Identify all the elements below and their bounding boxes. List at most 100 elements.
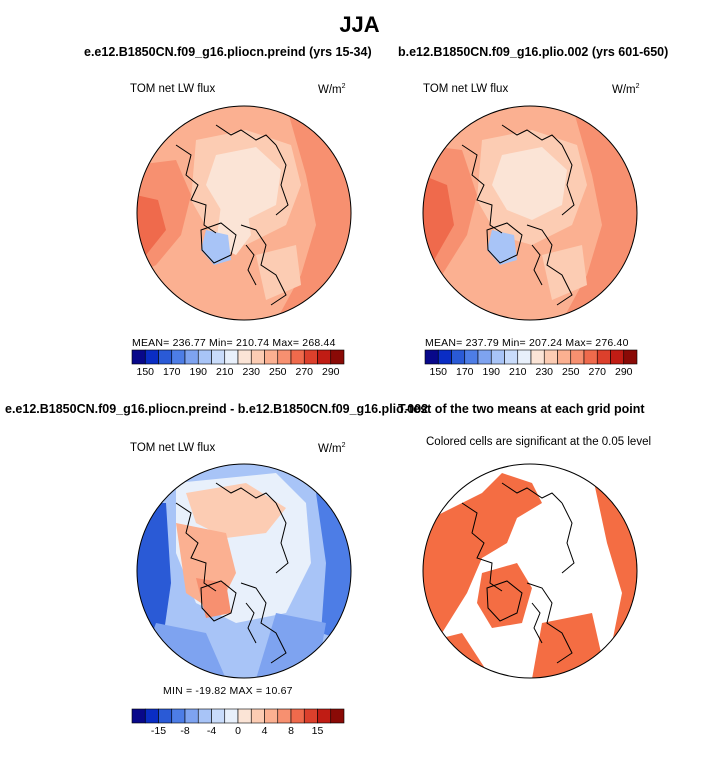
coastline-east-siberia — [561, 502, 575, 574]
colorbar-box — [610, 349, 625, 365]
colorbar-ticks-bottom-left: -15 -8 -4 0 4 8 15 — [132, 725, 344, 739]
coastlines — [175, 482, 289, 664]
variable-label-bottom-left: TOM net LW flux — [130, 442, 216, 454]
colorbar-box — [437, 349, 452, 365]
colorbar-ticks-top-left: 150 170 190 210 230 250 270 290 — [132, 366, 344, 380]
colorbar-tick-label: 230 — [535, 366, 554, 378]
map-top-left — [136, 105, 352, 321]
colorbar-tick-label: 250 — [561, 366, 580, 378]
colorbar-tick-label: 290 — [614, 366, 633, 378]
colorbar-tick-label: 15 — [311, 725, 324, 737]
coastline-europe — [461, 502, 503, 592]
colorbar-box — [530, 349, 545, 365]
coastline-east-siberia — [561, 144, 575, 216]
coastline-greenland — [200, 580, 237, 622]
coastline-greenland — [486, 222, 523, 264]
coastline-canada — [526, 224, 573, 306]
field-region-warm-north — [186, 483, 286, 538]
colorbar-tick-label: -4 — [206, 725, 217, 737]
colorbar-box — [158, 708, 173, 724]
panel-title-top-left: e.e12.B1850CN.f09_g16.pliocn.preind (yrs… — [84, 45, 372, 59]
colorbar-tick-label: 270 — [295, 366, 314, 378]
colorbar-tick-label: 210 — [215, 366, 234, 378]
panel-title-top-right: b.e12.B1850CN.f09_g16.plio.002 (yrs 601-… — [398, 45, 669, 59]
coastlines — [461, 124, 575, 306]
colorbar-box — [303, 708, 318, 724]
coastline-east-siberia — [275, 502, 289, 574]
map-border — [136, 463, 352, 679]
colorbar-box — [144, 708, 159, 724]
panel-title-bottom-right: T-test of the two means at each grid poi… — [398, 402, 645, 416]
field-region-hot-atlantic — [423, 175, 454, 265]
coastline-canada — [240, 224, 287, 306]
colorbar-box — [224, 708, 239, 724]
coastline-greenland — [200, 222, 237, 264]
colorbar-box — [211, 349, 226, 365]
map-bottom-right — [422, 463, 638, 679]
colorbar-bottom-left — [131, 708, 345, 724]
colorbar-box — [250, 349, 265, 365]
colorbar-box — [303, 349, 318, 365]
field-region-cold-greenland — [487, 230, 517, 265]
field-region-cold-greenland — [201, 230, 231, 265]
map-border — [422, 463, 638, 679]
colorbar-box — [224, 349, 239, 365]
panel-title-bottom-left: e.e12.B1850CN.f09_g16.pliocn.preind - b.… — [5, 402, 429, 416]
coastline-europe — [175, 144, 217, 234]
coastline-europe — [175, 502, 217, 592]
coastline-east-siberia — [275, 144, 289, 216]
coastlines — [461, 482, 575, 664]
colorbar-box — [237, 349, 252, 365]
colorbar-box — [131, 708, 146, 724]
colorbar-box — [596, 349, 611, 365]
units-label-bottom-left: W/m2 — [318, 442, 346, 455]
colorbar-box — [290, 708, 305, 724]
significance-note: Colored cells are significant at the 0.0… — [426, 436, 652, 448]
colorbar-box — [171, 708, 186, 724]
map-bottom-left — [136, 463, 352, 679]
colorbar-ticks-top-right: 150 170 190 210 230 250 270 290 — [425, 366, 637, 380]
colorbar-tick-label: 210 — [508, 366, 527, 378]
coastline-hudson — [245, 602, 257, 644]
colorbar-tick-label: 150 — [429, 366, 448, 378]
coastlines — [175, 124, 289, 306]
colorbar-tick-label: 8 — [288, 725, 294, 737]
colorbar-box — [264, 708, 279, 724]
colorbar-tick-label: 170 — [455, 366, 474, 378]
colorbar-box — [464, 349, 479, 365]
coastline-greenland — [486, 580, 523, 622]
coastline-siberia — [215, 482, 277, 504]
colorbar-tick-label: 270 — [588, 366, 607, 378]
colorbar-tick-label: 150 — [136, 366, 155, 378]
coastline-canada — [240, 582, 287, 664]
coastline-siberia — [215, 124, 277, 146]
coastline-hudson — [245, 244, 257, 286]
field-region-north-america — [542, 245, 587, 300]
colorbar-box — [211, 708, 226, 724]
map-border — [422, 105, 638, 321]
colorbar-box — [557, 349, 572, 365]
colorbar-box — [583, 349, 598, 365]
colorbar-box — [290, 349, 305, 365]
map-border — [136, 105, 352, 321]
colorbar-top-right — [424, 349, 638, 365]
colorbar-box — [264, 349, 279, 365]
variable-label-top-left: TOM net LW flux — [130, 83, 216, 95]
map-top-right — [422, 105, 638, 321]
colorbar-box — [517, 349, 532, 365]
coastline-hudson — [531, 602, 543, 644]
field-region-warm-pacific — [562, 106, 637, 320]
colorbar-tick-label: -8 — [180, 725, 190, 737]
stats-top-right: MEAN= 237.79 Min= 207.24 Max= 276.40 — [425, 337, 629, 349]
colorbar-box — [330, 708, 345, 724]
colorbar-top-left — [131, 349, 345, 365]
colorbar-box — [317, 349, 332, 365]
field-region-arctic-core — [206, 147, 281, 220]
colorbar-box — [504, 349, 519, 365]
colorbar-box — [424, 349, 439, 365]
field-region-warm-pacific — [276, 106, 351, 320]
colorbar-box — [197, 349, 212, 365]
colorbar-box — [330, 349, 345, 365]
colorbar-box — [543, 349, 558, 365]
coastline-canada — [526, 582, 573, 664]
